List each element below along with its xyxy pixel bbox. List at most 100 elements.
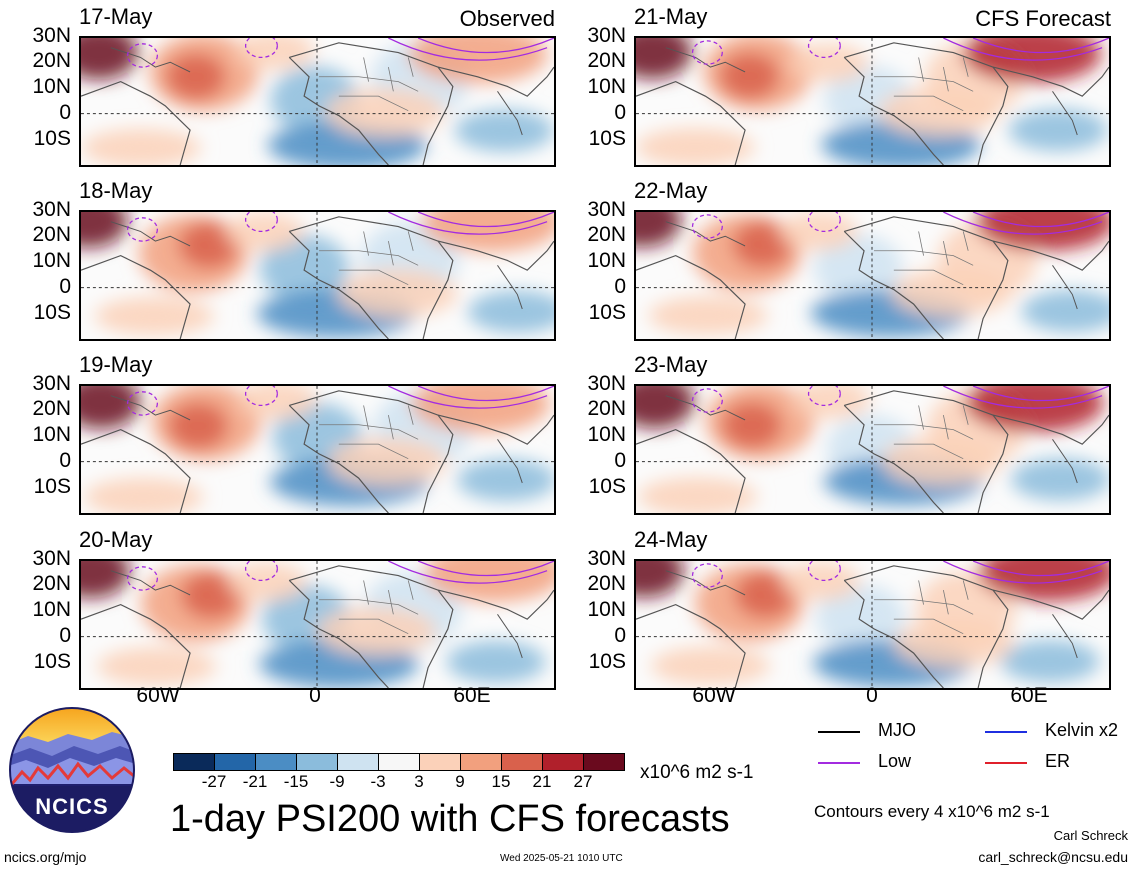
low-contour [972, 561, 1109, 577]
figure-title: 1-day PSI200 with CFS forecasts [170, 798, 730, 840]
lat-label: 10N [32, 249, 71, 272]
lat-label: 30N [587, 198, 626, 221]
lat-label: 10S [33, 475, 71, 498]
colorbar-swatch [337, 753, 379, 771]
panel-date-label: 17-May [79, 4, 153, 29]
observed-map-panel [79, 210, 556, 341]
forecast-title: CFS Forecast [975, 6, 1111, 31]
lat-label: 30N [32, 198, 71, 221]
low-contour [943, 212, 1103, 235]
lat-label: 0 [614, 624, 626, 647]
colorbar-units: x10^6 m2 s-1 [640, 762, 754, 783]
lat-label: 0 [614, 449, 626, 472]
forecast-map-panel [634, 384, 1111, 515]
panel-date-label: 22-May [634, 178, 708, 203]
lat-label: 10N [587, 423, 626, 446]
low-contour [691, 388, 723, 413]
panel-date-label: 24-May [634, 527, 708, 552]
low-contour [244, 38, 278, 59]
colorbar-tick-label: 3 [414, 772, 424, 791]
low-contour [126, 217, 158, 242]
lat-label: 0 [59, 101, 71, 124]
lat-label: 20N [32, 397, 71, 420]
lat-label: 20N [587, 397, 626, 420]
lat-label: 20N [32, 49, 71, 72]
low-contour [244, 386, 278, 407]
low-contour [943, 38, 1103, 61]
low-contour [388, 561, 548, 584]
psi200-anomaly-map [636, 386, 1109, 513]
colorbar-tick-label: -3 [370, 772, 386, 791]
low-contour [388, 212, 548, 235]
panel-date-label: 23-May [634, 352, 708, 377]
logo-text: NCICS [35, 794, 109, 819]
timestamp: Wed 2025-05-21 1010 UTC [500, 853, 623, 864]
lat-label: 20N [587, 49, 626, 72]
low-contour [691, 563, 723, 588]
lat-label: 10N [587, 598, 626, 621]
colorbar-swatch [542, 753, 584, 771]
observed-map-panel [79, 36, 556, 167]
panel-date-label: 18-May [79, 178, 153, 203]
psi200-anomaly-map [636, 38, 1109, 165]
lat-label: 10N [587, 249, 626, 272]
author-email[interactable]: carl_schreck@ncsu.edu [978, 849, 1128, 865]
lat-label: 0 [614, 275, 626, 298]
lon-label-60e: 60E [453, 684, 491, 707]
author-name: Carl Schreck [1053, 828, 1128, 843]
lat-label: 30N [587, 372, 626, 395]
observed-title: Observed [459, 6, 555, 31]
colorbar-tick-label: -9 [329, 772, 345, 791]
lat-label: 10N [32, 598, 71, 621]
forecast-map-panel [634, 210, 1111, 341]
legend-low-label: Low [878, 751, 912, 771]
lat-label: 10S [588, 650, 626, 673]
ncics-logo: NCICS [8, 706, 136, 834]
low-contour [972, 38, 1109, 54]
observed-map-panel [79, 384, 556, 515]
colorbar-tick-label: -15 [283, 772, 309, 791]
lat-label: 10S [588, 475, 626, 498]
low-contour [126, 43, 158, 68]
low-contour [691, 40, 723, 65]
colorbar-tick-label: -21 [242, 772, 268, 791]
observed-map-panel [79, 559, 556, 690]
lat-label: 30N [32, 24, 71, 47]
lat-label: 20N [32, 223, 71, 246]
lat-label: 30N [587, 547, 626, 570]
colorbar-tick-label: 21 [532, 772, 552, 791]
colorbar-swatch [296, 753, 338, 771]
lon-label-60e-right: 60E [1010, 684, 1048, 707]
colorbar-swatch [583, 753, 625, 771]
colorbar-swatch [419, 753, 461, 771]
site-url[interactable]: ncics.org/mjo [4, 849, 87, 865]
colorbar-swatch [378, 753, 420, 771]
lat-label: 30N [587, 24, 626, 47]
lat-label: 10N [32, 423, 71, 446]
low-contour [417, 561, 554, 577]
psi200-anomaly-map [636, 561, 1109, 688]
lon-label-0-right: 0 [866, 684, 878, 707]
panel-date-label: 20-May [79, 527, 153, 552]
contour-note: Contours every 4 x10^6 m2 s-1 [814, 802, 1050, 821]
lat-label: 20N [587, 572, 626, 595]
low-contour [972, 212, 1109, 228]
legend-kelvin-label: Kelvin x2 [1045, 720, 1119, 740]
lat-label: 0 [614, 101, 626, 124]
low-contour [943, 386, 1103, 409]
forecast-map-panel [634, 559, 1111, 690]
low-contour [126, 391, 158, 416]
low-contour [691, 214, 723, 239]
low-contour [972, 386, 1109, 402]
lat-label: 0 [59, 275, 71, 298]
lon-label-60w: 60W [136, 684, 180, 707]
low-contour [417, 386, 554, 402]
lat-label: 10S [33, 301, 71, 324]
colorbar-tick-label: 9 [455, 772, 465, 791]
legend-er-label: ER [1045, 751, 1071, 771]
psi200-anomaly-map [81, 561, 554, 688]
colorbar-tick-label: 15 [491, 772, 511, 791]
legend-er-line [985, 762, 1027, 764]
low-contour [943, 561, 1103, 584]
colorbar-swatch [214, 753, 256, 771]
